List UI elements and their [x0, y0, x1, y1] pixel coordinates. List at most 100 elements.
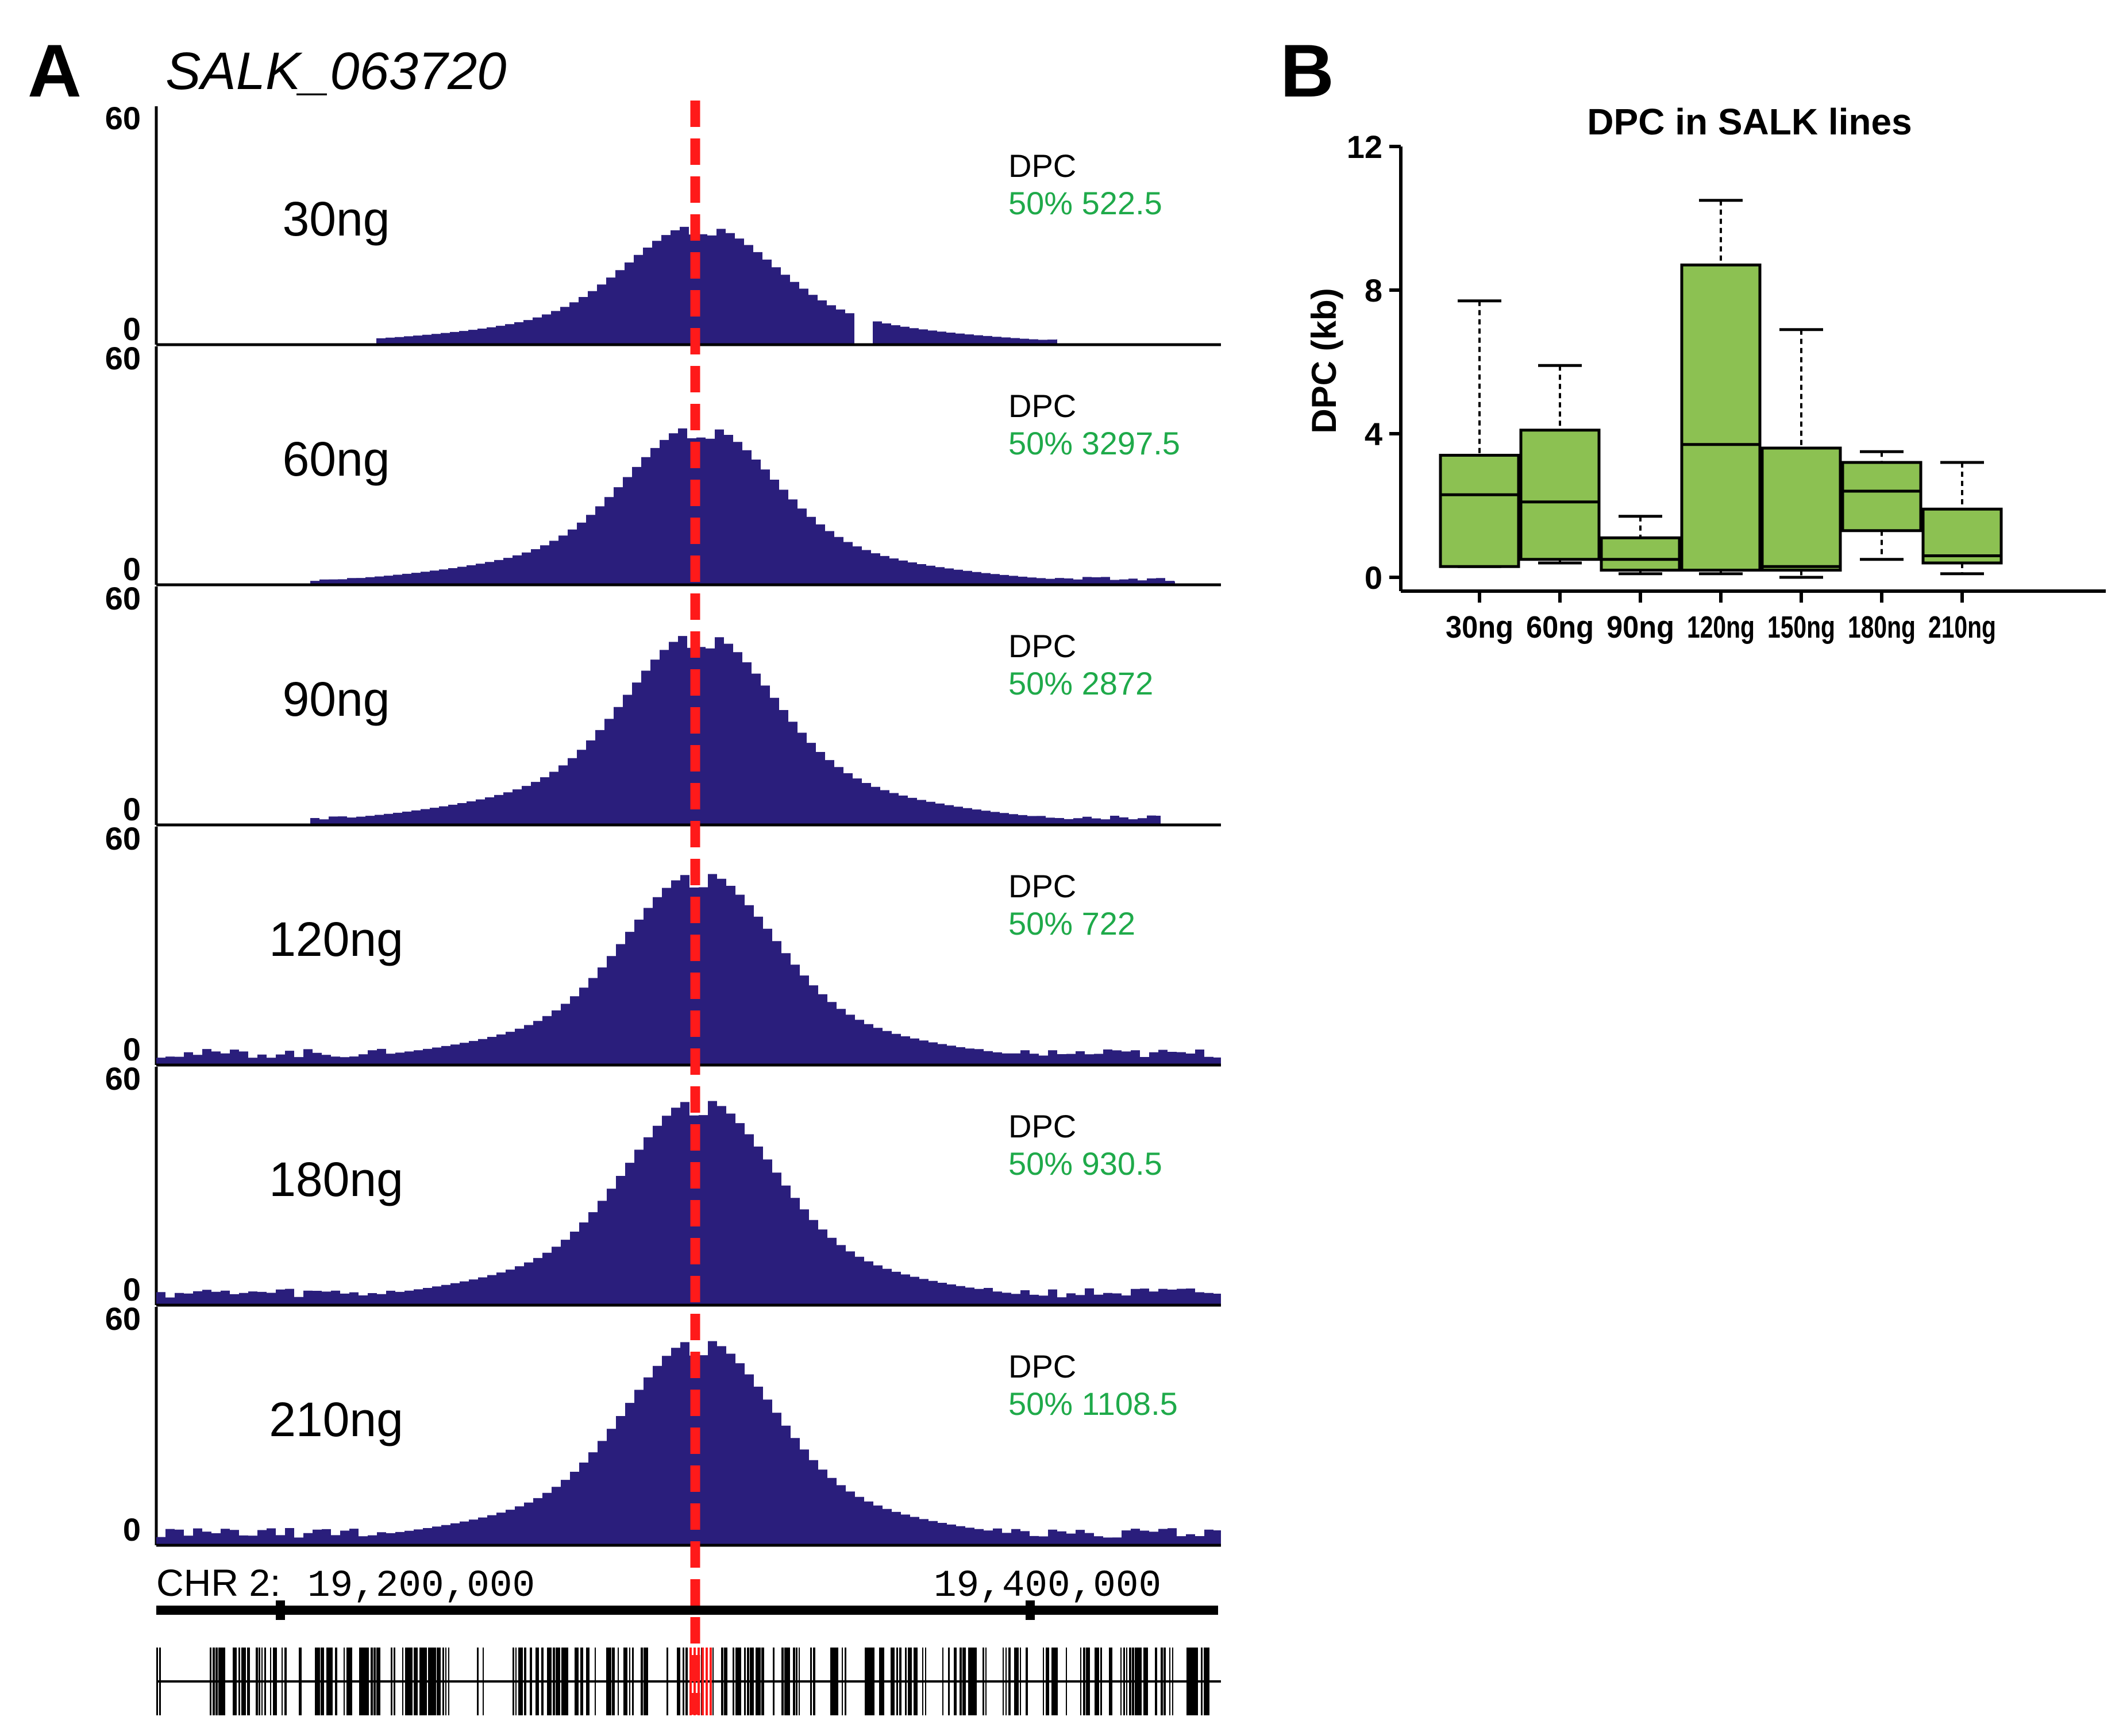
gene-exon: [156, 1648, 158, 1715]
gene-exon: [299, 1648, 302, 1715]
track-dpc-label: DPC: [1008, 148, 1076, 184]
gene-exon: [925, 1648, 926, 1715]
gene-exon: [1126, 1648, 1127, 1715]
gene-exon: [448, 1648, 449, 1715]
gene-exon: [513, 1648, 514, 1715]
gene-exon: [344, 1648, 345, 1715]
gene-exon: [282, 1648, 283, 1715]
iqr-box: [1519, 429, 1601, 561]
track-dpc-label: DPC: [1008, 1348, 1076, 1384]
gene-exon: [1054, 1648, 1058, 1715]
gene-exon: [971, 1648, 974, 1715]
gene-exon: [744, 1648, 746, 1715]
gene-exon: [738, 1648, 741, 1715]
gene-exon: [445, 1648, 446, 1715]
ruler-tick-right: [1026, 1600, 1035, 1620]
gene-exon: [758, 1648, 761, 1715]
track-y-min: 0: [123, 1511, 141, 1548]
box-60ng: 60ng: [1519, 364, 1601, 645]
gene-exon: [753, 1648, 754, 1715]
gene-exon: [677, 1648, 680, 1715]
gene-exon: [750, 1648, 753, 1715]
gene-exon: [236, 1648, 237, 1715]
gene-exon: [962, 1648, 966, 1715]
gene-exon: [159, 1648, 161, 1715]
gene-exon: [1109, 1648, 1112, 1715]
gene-exon: [524, 1648, 526, 1715]
gene-exon: [1083, 1648, 1085, 1715]
gene-exon: [954, 1648, 957, 1715]
gene-exon: [434, 1648, 436, 1715]
gene-exon: [1020, 1648, 1021, 1715]
box-plot: 0 4 8 12 30ng 60ng 90ng 120ng 150ng 180ng 210ng: [1347, 129, 2106, 645]
gene-exon: [641, 1648, 643, 1715]
gene-exon: [535, 1648, 539, 1715]
panel-a-title: SALK_063720: [165, 42, 506, 101]
gene-exon: [882, 1648, 884, 1715]
gene-exon: [405, 1648, 409, 1715]
track-y-max: 60: [105, 1060, 141, 1097]
gene-exon: [879, 1648, 882, 1715]
track-y-max: 60: [105, 100, 141, 136]
gene-exon: [865, 1648, 868, 1715]
gene-exon: [558, 1648, 560, 1715]
gene-exon: [960, 1648, 962, 1715]
gene-exon: [842, 1648, 843, 1715]
gene-exon: [335, 1648, 337, 1715]
gene-exon: [477, 1648, 479, 1715]
gene-exon: [1135, 1648, 1138, 1715]
box-150ng: 150ng: [1760, 328, 1842, 645]
track-y-max: 60: [105, 1301, 141, 1337]
y-axis-label: DPC (kb): [1305, 288, 1343, 433]
track-sample-label: 120ng: [269, 912, 403, 966]
gene-exon: [575, 1648, 578, 1715]
gene-exon: [942, 1648, 943, 1715]
gene-exon: [761, 1648, 764, 1715]
track-sample-label: 210ng: [269, 1392, 403, 1446]
coverage-histogram: [156, 1101, 1221, 1305]
gene-exon: [1095, 1648, 1098, 1715]
gene-exon: [215, 1648, 218, 1715]
track-y-max: 60: [105, 820, 141, 857]
gene-exon: [1204, 1648, 1207, 1715]
track-y-min: 0: [123, 1031, 141, 1067]
iqr-box: [1439, 454, 1520, 568]
gene-exon: [685, 1648, 688, 1715]
gene-exon: [609, 1648, 611, 1715]
gene-exon: [1100, 1648, 1102, 1715]
track-y-min: 0: [123, 311, 141, 347]
panel-b-label: B: [1280, 29, 1334, 113]
gene-exon: [1195, 1648, 1198, 1715]
box-90ng: 90ng: [1600, 515, 1681, 645]
track-dpc-label: DPC: [1008, 868, 1076, 904]
gene-exon: [318, 1648, 320, 1715]
gene-exon: [437, 1648, 440, 1715]
gene-exon: [1192, 1648, 1196, 1715]
gene-exon: [781, 1648, 784, 1715]
gene-exon: [968, 1648, 971, 1715]
gene-exon: [221, 1648, 224, 1715]
gene-exon: [1207, 1648, 1209, 1715]
gene-exon: [747, 1648, 749, 1715]
coordinate-left: 19,200,000: [307, 1564, 535, 1607]
gene-exon: [284, 1648, 287, 1715]
iqr-box: [1600, 536, 1681, 572]
gene-exon: [629, 1648, 630, 1715]
gene-exon: [238, 1648, 240, 1715]
gene-exon: [425, 1648, 427, 1715]
track-sample-label: 90ng: [283, 672, 390, 726]
gene-exon: [784, 1648, 787, 1715]
gene-exon: [1046, 1648, 1049, 1715]
gene-exon: [442, 1648, 444, 1715]
gene-exon: [1163, 1648, 1166, 1715]
gene-exon: [419, 1648, 422, 1715]
gene-exon: [1201, 1648, 1203, 1715]
gene-exon: [712, 1648, 714, 1715]
gene-exon: [547, 1648, 550, 1715]
coordinate-ruler: CHR 2: 19,200,000 19,400,000: [156, 1561, 1218, 1620]
gene-exon: [916, 1648, 918, 1715]
gene-exon: [541, 1648, 544, 1715]
